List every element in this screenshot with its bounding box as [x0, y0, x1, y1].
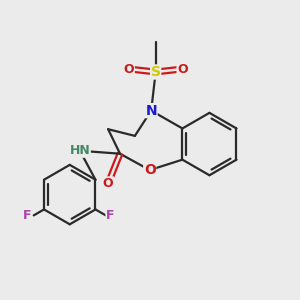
- Text: S: S: [151, 65, 161, 79]
- Text: O: O: [103, 177, 113, 190]
- Text: O: O: [124, 62, 134, 76]
- Text: O: O: [177, 62, 188, 76]
- Text: F: F: [106, 209, 115, 222]
- Text: O: O: [144, 163, 156, 177]
- Text: HN: HN: [70, 144, 90, 157]
- Text: F: F: [23, 209, 32, 222]
- Text: N: N: [146, 103, 157, 118]
